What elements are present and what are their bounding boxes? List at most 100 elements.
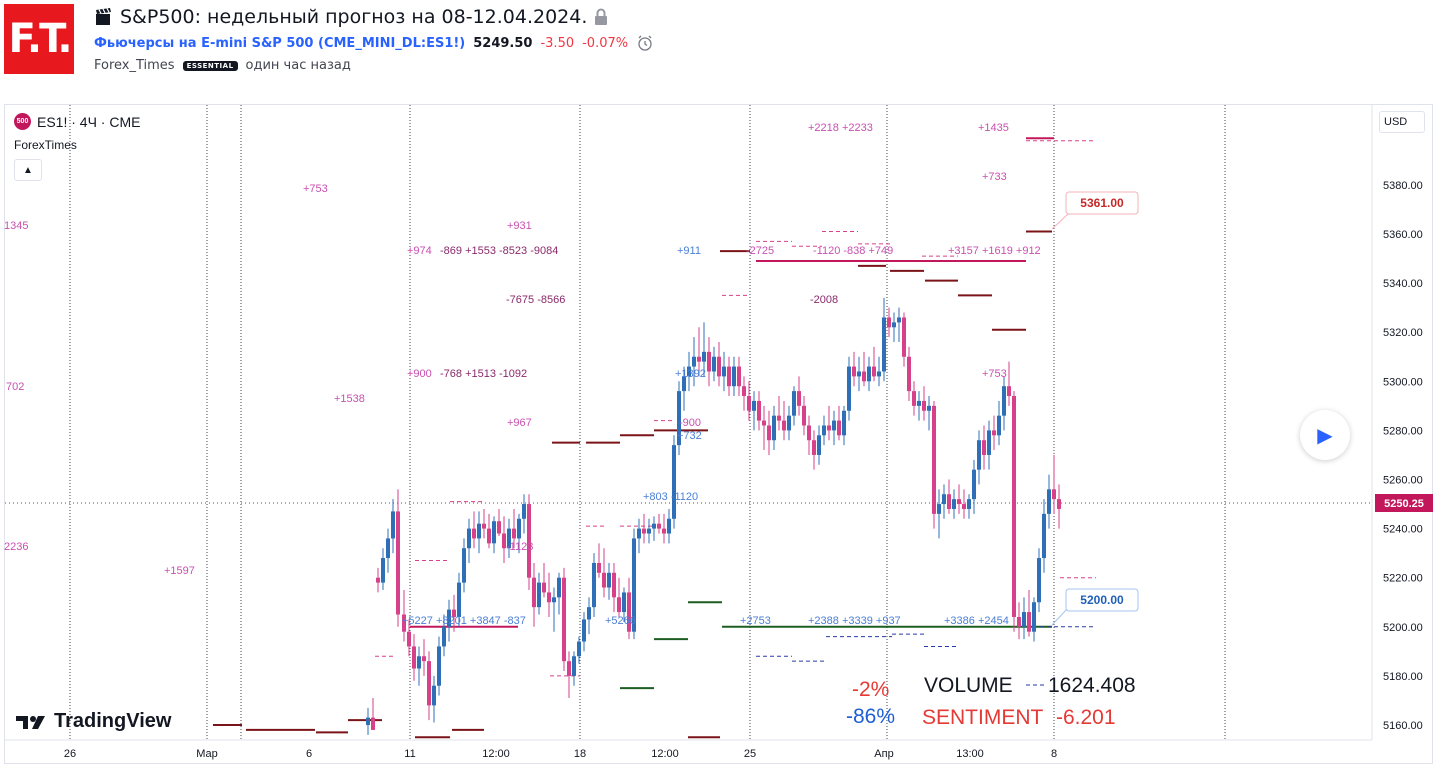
tradingview-logo[interactable]: TradingView [16, 710, 171, 733]
candle-body [597, 562, 601, 573]
volume-value: 1624.408 [1048, 674, 1136, 697]
candle-body [612, 572, 616, 598]
currency-selector[interactable]: USD [1379, 111, 1425, 133]
candle-body [652, 523, 656, 529]
volume-annotation: +5266 [605, 615, 636, 627]
candle-body [867, 366, 871, 382]
candle-body [602, 572, 606, 588]
candle-body [376, 577, 380, 583]
candle-body [391, 511, 395, 539]
time-tick: 26 [64, 748, 76, 760]
candle-body [802, 405, 806, 426]
candle-body [692, 356, 696, 367]
candle-body [712, 356, 716, 372]
candle-body [937, 504, 941, 514]
forextimes-logo[interactable]: F.T. [4, 4, 74, 74]
candle-body [657, 523, 661, 529]
candle-body [452, 609, 456, 617]
lower-target-label: 5200.00 [1065, 588, 1139, 612]
volume-annotation: -7675 -8566 [506, 294, 565, 306]
candle-body [607, 572, 611, 588]
alarm-clock-icon[interactable] [636, 34, 654, 52]
volume-annotation: +803 -1120 [643, 491, 698, 503]
candle-body [557, 577, 561, 598]
price-tick: 5380.00 [1383, 180, 1423, 192]
chart-panel[interactable] [4, 104, 1433, 764]
candle-body [902, 317, 906, 357]
current-price-tag-text: 5250.25 [1384, 498, 1424, 510]
lower-target-label-box [1065, 588, 1139, 612]
volume-annotation: -1123 [506, 541, 533, 553]
indicator-legend[interactable]: ForexTimes [14, 138, 77, 152]
candle-body [417, 656, 421, 669]
volume-label: VOLUME [924, 674, 1013, 697]
candle-body [537, 582, 541, 608]
candle-body [482, 523, 486, 529]
candle-body [972, 469, 976, 500]
candle-body [617, 597, 621, 613]
candle-body [707, 351, 711, 372]
author-badge: ESSENTIAL [182, 60, 238, 71]
symbol-link[interactable]: Фьючерсы на E-mini S&P 500 (CME_MINI_DL:… [94, 35, 466, 51]
volume-annotation: +967 [507, 417, 532, 429]
candle-body [917, 400, 921, 406]
volume-annotation: +753 [982, 368, 1007, 380]
candle-body [1042, 513, 1046, 559]
candle-body [857, 371, 861, 377]
volume-annotation: +5227 +8201 +3847 -837 [402, 615, 526, 627]
candle-body [527, 504, 531, 578]
candle-body [517, 518, 521, 539]
price-tick: 5160.00 [1383, 720, 1423, 732]
time-tick: 11 [404, 748, 415, 760]
symbol-logo: 500 [14, 113, 31, 130]
candle-body [952, 499, 956, 509]
author-name[interactable]: Forex_Times [94, 58, 175, 73]
candle-body [852, 366, 856, 377]
candle-body [682, 376, 686, 392]
time-tick: Мар [196, 748, 218, 760]
candle-body [622, 592, 626, 613]
collapse-legend-button[interactable]: ▲ [14, 159, 42, 181]
candle-body [662, 528, 666, 534]
volume-annotation: +3157 +1619 +912 [948, 245, 1041, 257]
candle-body [567, 661, 571, 676]
target-connector [1051, 213, 1069, 230]
volume-annotation: +1435 [978, 122, 1009, 134]
volume-annotation: 2236 [4, 541, 28, 553]
candle-body [1057, 499, 1061, 509]
candle-body [807, 425, 811, 441]
candle-body [927, 405, 931, 411]
candle-body [722, 366, 726, 377]
price-tick: 5300.00 [1383, 376, 1423, 388]
candle-body [912, 391, 916, 406]
volume-annotation: +3386 +2454 [944, 615, 1009, 627]
candle-body [672, 445, 676, 519]
candle-body [677, 391, 681, 446]
candle-body [982, 440, 986, 455]
candle-body [577, 641, 581, 657]
time-tick: 18 [574, 748, 586, 760]
candle-body [371, 717, 375, 730]
volume-annotation: +974 [407, 245, 432, 257]
candle-body [547, 592, 551, 603]
price-tick: 5220.00 [1383, 573, 1423, 585]
candle-body [522, 504, 526, 519]
candle-body [632, 538, 636, 632]
candle-body [932, 405, 936, 514]
candle-body [737, 366, 741, 387]
candle-body [477, 523, 481, 539]
candle-body [637, 528, 641, 539]
candle-body [842, 410, 846, 436]
candle-body [1027, 612, 1031, 632]
author-row: Forex_Times ESSENTIAL один час назад [94, 58, 351, 73]
volume-annotation: -869 +1553 -8523 -9084 [440, 245, 558, 257]
candle-body [797, 391, 801, 406]
play-replay-button[interactable]: ▶ [1300, 410, 1350, 460]
chart-symbol-legend[interactable]: 500 ES1! · 4Ч · CME [14, 113, 140, 130]
upper-target-label-box [1065, 191, 1139, 215]
time-tick: 12:00 [482, 748, 510, 760]
candle-body [442, 626, 446, 647]
volume-annotation: -900 [679, 417, 701, 429]
time-tick: 25 [744, 748, 756, 760]
